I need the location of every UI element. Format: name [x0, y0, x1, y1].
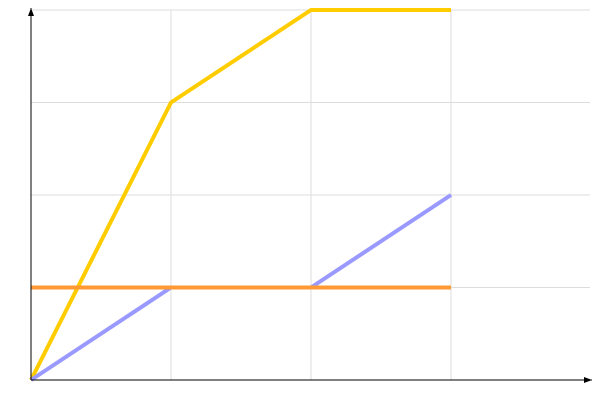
axes	[28, 8, 592, 383]
x-axis-arrow-icon	[584, 377, 592, 383]
series-line-1	[29, 8, 451, 381]
series-lines	[29, 8, 453, 382]
y-axis-arrow-icon	[28, 8, 34, 16]
